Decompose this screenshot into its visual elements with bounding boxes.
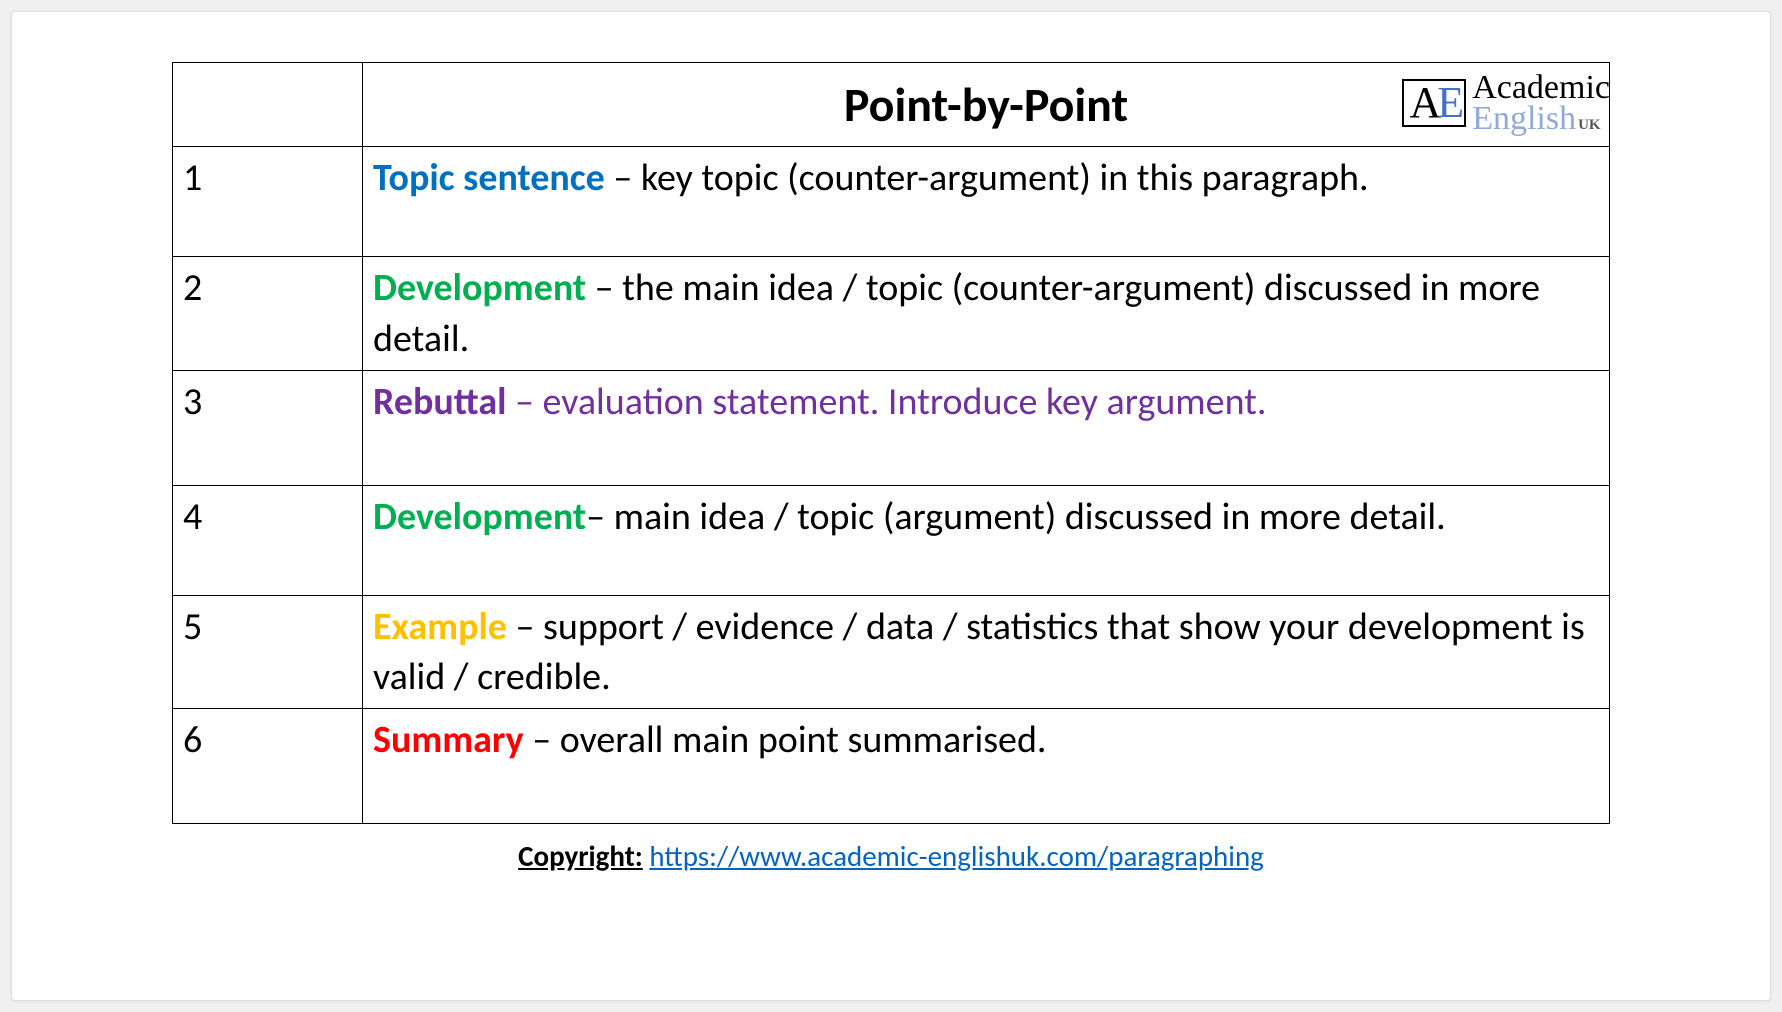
row-number: 3: [173, 370, 363, 485]
row-content: Development– main idea / topic (argument…: [363, 485, 1610, 595]
table-header-empty: [173, 63, 363, 147]
row-number: 5: [173, 595, 363, 708]
copyright-link[interactable]: https://www.academic-englishuk.com/parag…: [649, 838, 1264, 874]
row-description: – overall main point summarised.: [524, 717, 1047, 763]
row-description: – support / evidence / data / statistics…: [373, 604, 1585, 700]
logo-mark: AE: [1402, 79, 1467, 127]
row-number: 2: [173, 257, 363, 370]
row-keyword: Development: [373, 494, 586, 540]
row-description: – key topic (counter-argument) in this p…: [605, 155, 1369, 201]
row-content: Development – the main idea / topic (cou…: [363, 257, 1610, 370]
table-row: 5Example – support / evidence / data / s…: [173, 595, 1610, 708]
table-row: 4Development– main idea / topic (argumen…: [173, 485, 1610, 595]
footer: Copyright: https://www.academic-englishu…: [172, 838, 1610, 874]
row-keyword: Topic sentence: [373, 155, 605, 201]
slide: AE Academic English UK Point-by-Point 1T…: [11, 11, 1771, 1001]
table-row: 1Topic sentence – key topic (counter-arg…: [173, 147, 1610, 257]
logo-mark-e: E: [1437, 81, 1460, 125]
logo-text: Academic English UK: [1472, 72, 1610, 135]
logo-mark-a: A: [1410, 81, 1438, 125]
row-description: – main idea / topic (argument) discussed…: [586, 494, 1446, 540]
logo-line2: English: [1472, 103, 1576, 134]
brand-logo: AE Academic English UK: [1402, 72, 1610, 135]
row-description: – evaluation statement. Introduce key ar…: [506, 379, 1266, 425]
row-content: Topic sentence – key topic (counter-argu…: [363, 147, 1610, 257]
logo-suffix: UK: [1578, 119, 1601, 133]
row-content: Summary – overall main point summarised.: [363, 708, 1610, 823]
logo-line1: Academic: [1472, 72, 1610, 103]
row-keyword: Rebuttal: [373, 379, 506, 425]
row-keyword: Example: [373, 604, 507, 650]
table-header-row: Point-by-Point: [173, 63, 1610, 147]
row-content: Rebuttal – evaluation statement. Introdu…: [363, 370, 1610, 485]
row-number: 4: [173, 485, 363, 595]
row-content: Example – support / evidence / data / st…: [363, 595, 1610, 708]
row-keyword: Summary: [373, 717, 524, 763]
copyright-label: Copyright:: [518, 838, 643, 874]
row-number: 1: [173, 147, 363, 257]
point-by-point-table: Point-by-Point 1Topic sentence – key top…: [172, 62, 1610, 824]
table-row: 3Rebuttal – evaluation statement. Introd…: [173, 370, 1610, 485]
table-row: 2Development – the main idea / topic (co…: [173, 257, 1610, 370]
table-row: 6Summary – overall main point summarised…: [173, 708, 1610, 823]
row-number: 6: [173, 708, 363, 823]
row-keyword: Development: [373, 265, 586, 311]
